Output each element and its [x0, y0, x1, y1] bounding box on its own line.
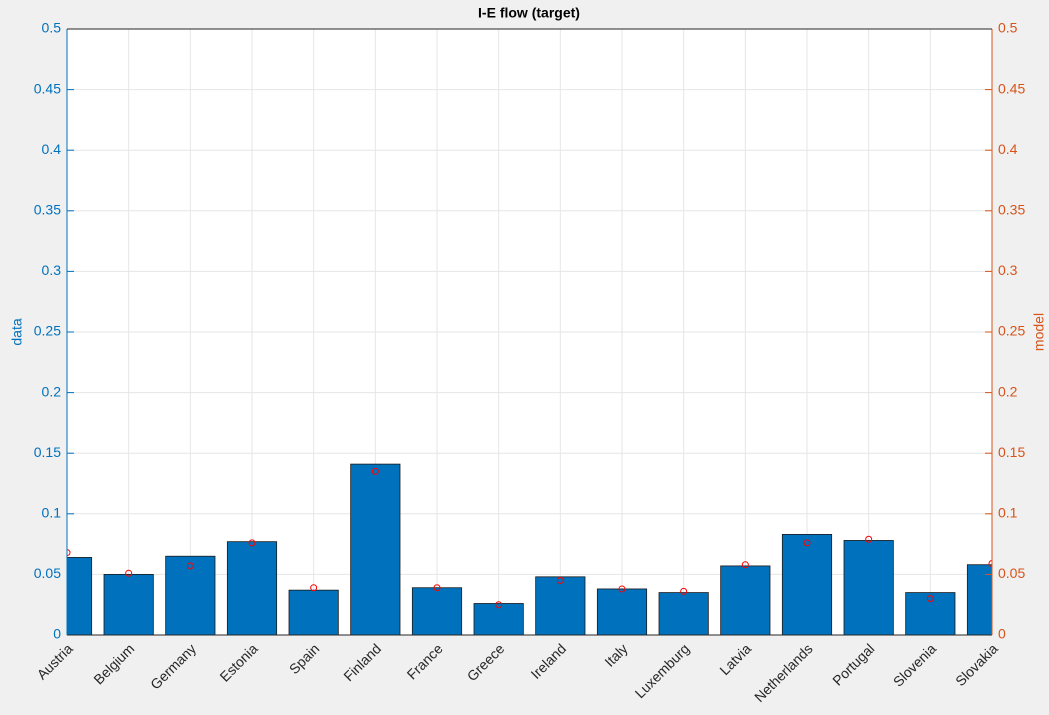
bar	[843, 540, 894, 635]
y-tick-label: 0.5	[42, 20, 62, 36]
y-axis-label: data	[9, 318, 25, 345]
y2-tick-label: 0	[998, 626, 1006, 642]
x-tick-label: Belgium	[90, 640, 137, 687]
marker	[988, 559, 992, 567]
bar	[103, 574, 154, 635]
y-tick-label: 0.05	[34, 565, 61, 581]
marker	[926, 595, 934, 603]
marker	[618, 585, 626, 593]
x-tick-label: Netherlands	[751, 640, 816, 705]
marker	[125, 569, 133, 577]
x-tick-label: Portugal	[829, 640, 877, 688]
marker	[248, 539, 256, 547]
y2-tick-label: 0.45	[998, 80, 1025, 96]
y-tick-label: 0.2	[42, 383, 62, 399]
y-tick-label: 0	[53, 626, 61, 642]
x-tick-label: Slovakia	[952, 640, 1001, 689]
bar	[905, 592, 956, 635]
x-tick-label: Italy	[601, 640, 630, 669]
bar	[781, 534, 833, 635]
y-tick-label: 0.45	[34, 80, 61, 96]
marker	[495, 601, 503, 609]
marker	[680, 587, 688, 595]
y2-tick-label: 0.25	[998, 323, 1025, 339]
marker	[371, 467, 379, 475]
y2-tick-label: 0.5	[998, 20, 1018, 36]
y2-tick-label: 0.1	[998, 505, 1018, 521]
marker	[803, 539, 811, 547]
y-tick-label: 0.3	[42, 262, 62, 278]
marker	[433, 584, 441, 592]
bar	[288, 589, 339, 635]
bar	[658, 592, 709, 635]
chart-title: I-E flow (target)	[478, 5, 580, 21]
bar	[67, 557, 93, 635]
x-tick-label: Estonia	[216, 640, 260, 684]
y-tick-label: 0.25	[34, 323, 61, 339]
bar	[411, 587, 463, 635]
marker	[186, 562, 194, 570]
x-tick-label: Germany	[147, 640, 199, 692]
marker	[310, 584, 318, 592]
bar	[596, 588, 648, 635]
marks	[67, 463, 992, 635]
bar	[226, 541, 278, 635]
x-tick-label: Latvia	[716, 640, 754, 678]
x-tick-label: Finland	[340, 640, 384, 684]
y-tick-label: 0.15	[34, 444, 61, 460]
x-tick-label: Ireland	[527, 640, 569, 682]
y2-tick-label: 0.35	[998, 202, 1025, 218]
x-tick-label: France	[404, 640, 446, 682]
x-tick-label: Austria	[34, 640, 76, 682]
y2-axis-label: model	[1031, 313, 1047, 351]
y-tick-label: 0.1	[42, 505, 62, 521]
bar	[535, 576, 586, 635]
grid	[66, 28, 993, 636]
y2-tick-label: 0.05	[998, 565, 1025, 581]
marker	[556, 576, 564, 584]
y2-tick-label: 0.15	[998, 444, 1025, 460]
y-tick-label: 0.35	[34, 202, 61, 218]
bar	[473, 603, 524, 635]
x-tick-label: Slovenia	[890, 640, 939, 689]
y2-tick-label: 0.2	[998, 383, 1018, 399]
bar	[350, 463, 401, 635]
x-tick-label: Greece	[464, 640, 508, 684]
marker	[865, 535, 873, 543]
y2-tick-label: 0.4	[998, 141, 1018, 157]
bar	[720, 565, 771, 635]
marker	[741, 561, 749, 569]
y-tick-label: 0.4	[42, 141, 62, 157]
x-tick-label: Luxemburg	[632, 640, 693, 701]
x-tick-label: Spain	[286, 640, 323, 677]
y2-tick-label: 0.3	[998, 262, 1018, 278]
bar	[165, 555, 216, 635]
marker	[67, 549, 71, 557]
